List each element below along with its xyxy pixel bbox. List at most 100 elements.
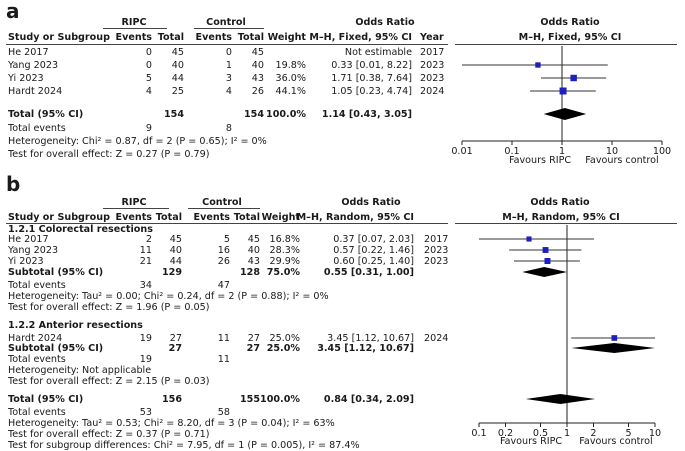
year: 2023: [420, 60, 445, 71]
col-weight: Weight: [267, 32, 306, 43]
x-tick-label: 0.1: [471, 428, 486, 439]
events-ctrl: 3: [225, 73, 232, 84]
weight: 28.3%: [269, 245, 300, 256]
heterogeneity: Heterogeneity: Not applicable: [8, 365, 152, 376]
subgroup-differences: Test for subgroup differences: Chi² = 7.…: [8, 440, 360, 451]
x-tick-label: 10: [606, 146, 618, 157]
col-year: Year: [420, 32, 444, 43]
total-label: Total (95% CI): [8, 109, 84, 120]
total-events-label: Total events: [8, 407, 66, 418]
subgroup-title: 1.2.1 Colorectal resections: [8, 224, 153, 235]
total-exp: 40: [169, 245, 182, 256]
subtotal-ci: 0.55 [0.31, 1.00]: [323, 267, 414, 278]
total-ctrl: 155: [239, 394, 260, 405]
total-events-exp: 53: [139, 407, 152, 418]
col-events2: Events: [195, 32, 232, 43]
study-marker: [559, 87, 567, 95]
subtotal-exp: 129: [161, 267, 182, 278]
odds-ratio-ci: 0.37 [0.07, 2.03]: [333, 234, 414, 245]
study-marker: [535, 62, 541, 68]
events-ctrl: 26: [217, 256, 230, 267]
study-name: Hardt 2024: [8, 333, 63, 344]
subtotal-diamond: [522, 267, 567, 277]
group-header-or: Odds Ratio: [355, 17, 415, 28]
study-marker: [526, 236, 532, 242]
col-method: M–H, Fixed, 95% CI: [309, 32, 412, 43]
study-name: He 2017: [8, 47, 49, 58]
total-ctrl: 27: [247, 333, 260, 344]
col-events: Events: [115, 32, 152, 43]
total-events-ctrl: 58: [217, 407, 230, 418]
odds-ratio-ci: 0.57 [0.22, 1.46]: [333, 245, 414, 256]
year: 2017: [420, 47, 445, 58]
total-ctrl: 40: [251, 60, 264, 71]
col-plot-method: M–H, Fixed, 95% CI: [518, 32, 622, 43]
overall-effect: Test for overall effect: Z = 1.96 (P = 0…: [8, 302, 210, 313]
year: 2023: [424, 256, 449, 267]
total-ctrl: 43: [251, 73, 264, 84]
group-header-or: Odds Ratio: [341, 197, 401, 208]
col-weight: Weight: [261, 212, 300, 223]
col-method: M–H, Random, 95% CI: [296, 212, 414, 223]
weight: 16.8%: [269, 234, 300, 245]
col-total: Total: [157, 32, 184, 43]
col-plot-method: M–H, Random, 95% CI: [502, 212, 620, 223]
total-ctrl: 45: [247, 234, 260, 245]
heterogeneity: Heterogeneity: Tau² = 0.53; Chi² = 8.20,…: [8, 418, 335, 429]
total-exp: 44: [171, 73, 184, 84]
events-exp: 19: [139, 333, 152, 344]
total-weight: 100.0%: [260, 394, 300, 405]
group-header-or-plot: Odds Ratio: [530, 197, 590, 208]
subtotal-diamond: [571, 343, 655, 353]
x-tick-label: 0.01: [451, 146, 472, 157]
events-exp: 5: [145, 73, 152, 84]
total-events-exp: 19: [139, 354, 152, 365]
total-events-label: Total events: [8, 123, 66, 134]
subgroup-title: 1.2.2 Anterior resections: [8, 320, 143, 331]
total-exp: 45: [171, 47, 184, 58]
study-name: Hardt 2024: [8, 86, 63, 97]
weight: 36.0%: [275, 73, 306, 84]
total-label: Total (95% CI): [8, 394, 84, 405]
heterogeneity: Heterogeneity: Chi² = 0.87, df = 2 (P = …: [8, 136, 267, 147]
events-exp: 4: [145, 86, 152, 97]
total-events-ctrl: 8: [225, 123, 232, 134]
total-ctrl: 45: [251, 47, 264, 58]
total-events-label: Total events: [8, 354, 66, 365]
odds-ratio-ci: 0.33 [0.01, 8.22]: [331, 60, 412, 71]
total-ci: 1.14 [0.43, 3.05]: [321, 109, 412, 120]
year: 2023: [424, 245, 449, 256]
overall-effect: Test for overall effect: Z = 2.15 (P = 0…: [8, 376, 210, 387]
col-total: Total: [155, 212, 182, 223]
total-ctrl: 26: [251, 86, 264, 97]
events-exp: 0: [145, 47, 152, 58]
x-tick-label: 1: [564, 428, 570, 439]
weight: 44.1%: [275, 86, 306, 97]
x-tick-label: 100: [653, 146, 671, 157]
events-ctrl: 11: [217, 333, 230, 344]
total-weight: 100.0%: [266, 109, 306, 120]
study-name: Yang 2023: [8, 245, 59, 256]
x-tick-label: 2: [590, 428, 596, 439]
group-header-ctrl: Control: [206, 17, 246, 28]
x-tick-label: 5: [625, 428, 631, 439]
favours-right: Favours control: [585, 155, 659, 166]
col-events: Events: [115, 212, 152, 223]
pooled-diamond: [543, 108, 587, 120]
subtotal-exp: 27: [168, 343, 182, 354]
total-ci: 0.84 [0.34, 2.09]: [323, 394, 414, 405]
year: 2024: [420, 86, 445, 97]
x-tick-label: 10: [649, 428, 661, 439]
total-ctrl: 40: [247, 245, 260, 256]
events-exp: 2: [145, 234, 152, 245]
total-exp: 45: [169, 234, 182, 245]
study-marker: [611, 335, 618, 341]
overall-effect: Test for overall effect: Z = 0.37 (P = 0…: [8, 429, 210, 440]
events-ctrl: 0: [225, 47, 232, 58]
year: 2024: [424, 333, 449, 344]
study-name: Yi 2023: [8, 73, 44, 84]
group-header-exp: RIPC: [121, 17, 147, 28]
col-total2: Total: [233, 212, 260, 223]
total-ctrl: 154: [243, 109, 264, 120]
